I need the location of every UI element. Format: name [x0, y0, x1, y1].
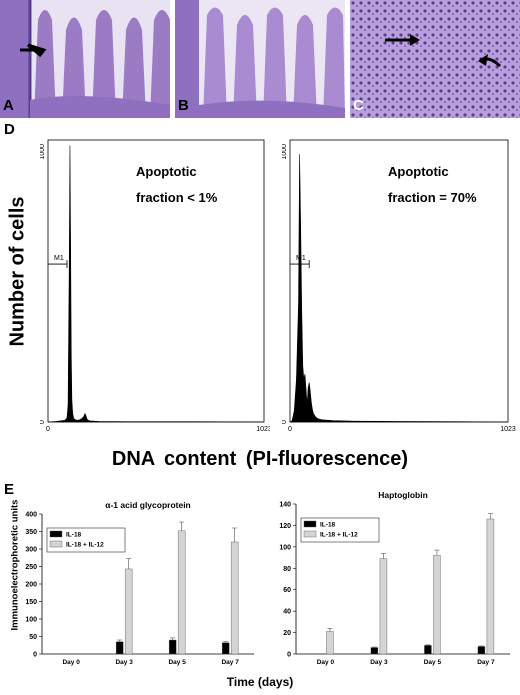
- haptoglobin-bar-il18-il12: [486, 518, 495, 655]
- micrograph-c-image: [350, 0, 520, 118]
- bar-x-axis-label: Time (days): [226, 675, 294, 689]
- histogram-1-gate-label: M1: [54, 255, 64, 262]
- alpha1-y-tick-label: 300: [25, 547, 37, 554]
- histogram-2-x-tick-min: 0: [288, 426, 292, 433]
- histogram-y-axis-label: Number of cells: [6, 196, 29, 347]
- alpha1-y-tick-label: 50: [29, 634, 37, 641]
- alpha1-category-label: Day 0: [62, 659, 80, 666]
- histogram-2-series: [289, 154, 509, 423]
- alpha1-legend-label: IL-18 + IL-12: [66, 542, 104, 549]
- haptoglobin-bar-il18: [477, 646, 486, 655]
- micrograph-c: C: [350, 0, 520, 118]
- bar-chart-haptoglobin: 0 20 40 60 80 100 120 140 Haptoglobin Day 0 Day 3 D…: [272, 490, 520, 672]
- histogram-1-x-tick-max: 1023: [256, 426, 270, 433]
- alpha1-bar-il18-il12: [230, 541, 239, 655]
- histogram-2-svg: M1 1000 0 0 1023: [281, 139, 516, 433]
- haptoglobin-category-label: Day 0: [317, 659, 335, 666]
- histogram-1-annotation-line1: Apoptotic: [136, 164, 197, 179]
- histogram-2-x-tick-max: 1023: [500, 426, 516, 433]
- bar-chart-haptoglobin-svg: 0 20 40 60 80 100 120 140 Haptoglobin Day 0 Day 3 D…: [279, 490, 510, 666]
- haptoglobin-category-label: Day 3: [370, 659, 388, 666]
- haptoglobin-bar-il18: [370, 647, 379, 655]
- histogram-1-frame: [47, 139, 265, 423]
- alpha1-legend-label: IL-18: [66, 532, 82, 539]
- micrograph-b-image: [175, 0, 345, 118]
- haptoglobin-legend-swatch: [303, 530, 317, 538]
- alpha1-category-label: Day 7: [221, 659, 239, 666]
- alpha1-bar-il18: [115, 641, 124, 655]
- histogram-2-y-tick-max: 1000: [282, 144, 288, 160]
- alpha1-y-tick-label: 0: [33, 652, 37, 659]
- haptoglobin-bar-il18-il12: [433, 555, 441, 655]
- haptoglobin-y-tick-label: 140: [279, 502, 291, 509]
- panel-letter-d: D: [4, 121, 15, 138]
- histogram-2-gate-label: M1: [296, 255, 306, 262]
- micrograph-a-image: [0, 0, 170, 118]
- histogram-1-x-tick-min: 0: [46, 426, 50, 433]
- haptoglobin-legend-swatch: [303, 520, 317, 528]
- histogram-2-frame: [289, 139, 509, 423]
- haptoglobin-y-tick-label: 60: [283, 587, 291, 594]
- panel-letter-e: E: [4, 481, 15, 498]
- histogram-2: M1 1000 0 0 1023 Apoptotic fraction = 70…: [281, 132, 517, 437]
- alpha1-category-label: Day 5: [168, 659, 186, 666]
- alpha1-legend-swatch: [49, 530, 63, 538]
- haptoglobin-category-label: Day 7: [477, 659, 495, 666]
- alpha1-title: α-1 acid glycoprotein: [105, 500, 191, 510]
- haptoglobin-y-tick-label: 40: [283, 609, 291, 616]
- histogram-1-series: [47, 145, 265, 423]
- alpha1-y-tick-label: 350: [25, 529, 37, 536]
- haptoglobin-y-tick-label: 20: [283, 630, 291, 637]
- alpha1-y-tick-label: 150: [25, 599, 37, 606]
- histogram-2-annotation-line2: fraction = 70%: [388, 190, 477, 205]
- alpha1-y-tick-label: 100: [25, 617, 37, 624]
- haptoglobin-bar-il18-il12: [379, 558, 388, 655]
- panel-letter-a: A: [3, 97, 14, 114]
- haptoglobin-legend-label: IL-18 + IL-12: [320, 532, 358, 539]
- alpha1-y-tick-label: 250: [25, 564, 37, 571]
- micrograph-b: B: [175, 0, 345, 118]
- histogram-2-y-tick-min: 0: [282, 420, 288, 424]
- alpha1-y-tick-label: 200: [25, 582, 37, 589]
- alpha1-bar-il18-il12: [124, 568, 133, 655]
- alpha1-bar-il18-il12: [177, 530, 186, 655]
- haptoglobin-y-tick-label: 120: [279, 523, 291, 530]
- alpha1-category-label: Day 3: [115, 659, 133, 666]
- haptoglobin-y-tick-label: 100: [279, 544, 291, 551]
- haptoglobin-bar-il18: [424, 645, 432, 655]
- bar-chart-alpha1: 0 50 100 150 200 250 300 350 400 α-1 acid glycopr…: [14, 492, 264, 672]
- alpha1-legend-swatch: [49, 540, 63, 548]
- histogram-1-y-tick-max: 1000: [40, 144, 46, 160]
- alpha1-bar-il18: [168, 639, 177, 655]
- haptoglobin-y-tick-label: 80: [283, 566, 291, 573]
- haptoglobin-legend-label: IL-18: [320, 522, 336, 529]
- histogram-x-axis-label: DNA content (PI-fluorescence): [111, 448, 409, 470]
- alpha1-y-tick-label: 400: [25, 512, 37, 519]
- alpha1-bar-il18: [221, 642, 230, 655]
- bar-chart-alpha1-svg: 0 50 100 150 200 250 300 350 400 α-1 acid glycopr…: [25, 500, 254, 666]
- haptoglobin-title: Haptoglobin: [378, 492, 428, 500]
- haptoglobin-category-label: Day 5: [424, 659, 442, 666]
- histogram-1: M1 1000 0 0 1023 Apoptotic fraction < 1%: [39, 132, 272, 437]
- histogram-1-svg: M1 1000 0 0 1023: [39, 139, 272, 433]
- haptoglobin-bar-il18-il12: [326, 631, 334, 655]
- micrograph-a: A: [0, 0, 170, 118]
- panel-letter-b: B: [178, 97, 189, 114]
- histogram-2-annotation-line1: Apoptotic: [388, 164, 449, 179]
- histogram-1-annotation-line2: fraction < 1%: [136, 190, 218, 205]
- panel-letter-c: C: [353, 97, 364, 114]
- haptoglobin-y-tick-label: 0: [287, 652, 291, 659]
- histogram-1-y-tick-min: 0: [40, 420, 46, 424]
